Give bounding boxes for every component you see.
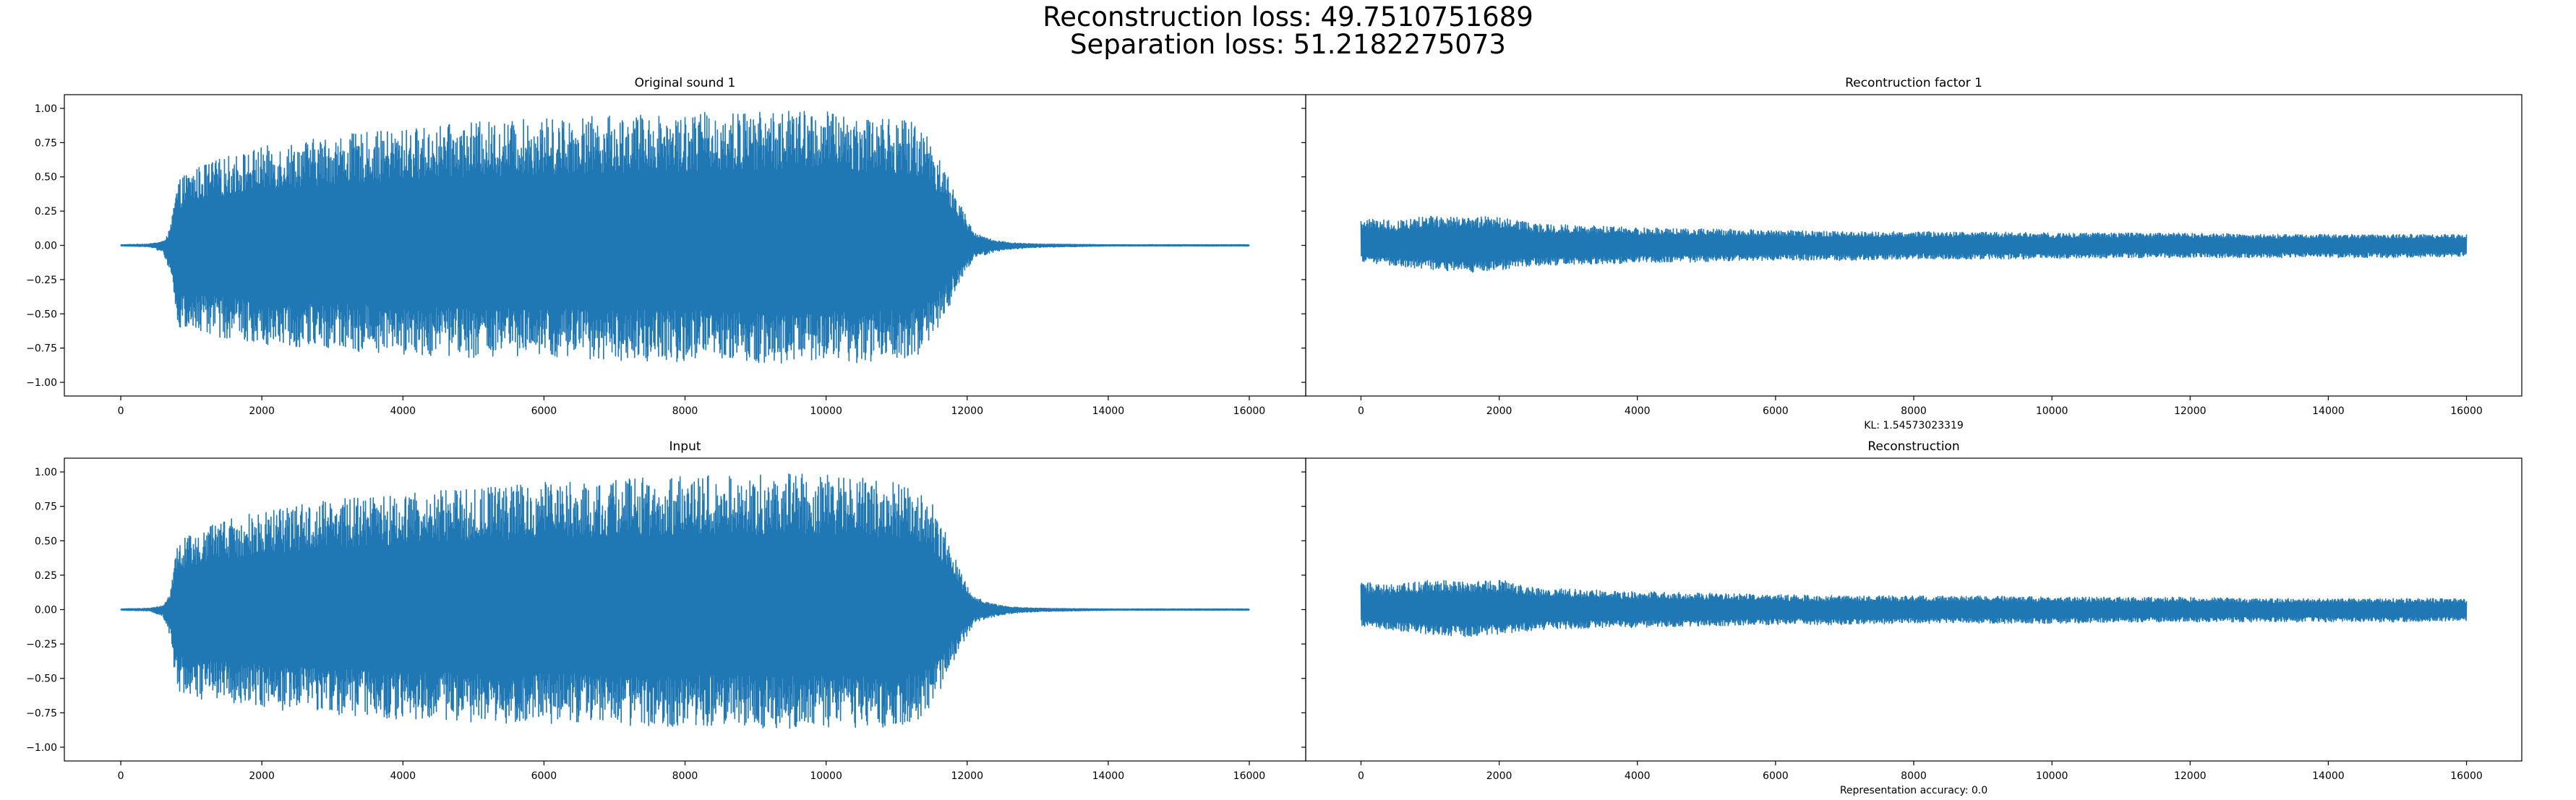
y-tick-label-original-sound-7: −0.75 (26, 343, 57, 355)
chart-title-original-sound: Original sound 1 (635, 76, 736, 90)
x-tick-label-reconstruction-8: 16000 (2450, 770, 2483, 782)
y-tick-label-input-6: −0.50 (26, 674, 57, 685)
y-tick-label-original-sound-1: 0.75 (35, 137, 57, 149)
x-tick-label-input-0: 0 (118, 770, 124, 782)
x-tick-label-recontruction-factor-5: 10000 (2036, 405, 2068, 417)
x-tick-label-original-sound-0: 0 (118, 405, 124, 417)
x-tick-label-reconstruction-5: 10000 (2036, 770, 2068, 782)
x-tick-label-original-sound-7: 14000 (1092, 405, 1125, 417)
x-tick-label-recontruction-factor-4: 8000 (1901, 405, 1927, 417)
x-tick-label-reconstruction-4: 8000 (1901, 770, 1927, 782)
y-tick-label-original-sound-5: −0.25 (26, 275, 57, 286)
series-line-input (120, 473, 1250, 729)
y-tick-label-original-sound-2: 0.50 (35, 172, 57, 184)
y-tick-label-input-4: 0.00 (35, 605, 57, 616)
x-tick-label-input-7: 14000 (1092, 770, 1125, 782)
x-tick-label-input-8: 16000 (1233, 770, 1266, 782)
x-tick-label-reconstruction-2: 4000 (1625, 770, 1651, 782)
chart-title-recontruction-factor: Recontruction factor 1 (1845, 76, 1982, 90)
x-tick-label-original-sound-3: 6000 (531, 405, 557, 417)
x-tick-label-recontruction-factor-1: 2000 (1486, 405, 1512, 417)
x-tick-label-reconstruction-6: 12000 (2174, 770, 2207, 782)
y-tick-label-input-2: 0.50 (35, 536, 57, 547)
x-tick-label-original-sound-2: 4000 (390, 405, 416, 417)
x-tick-label-reconstruction-0: 0 (1358, 770, 1364, 782)
chart-title-input: Input (669, 439, 701, 454)
y-tick-label-original-sound-8: −1.00 (26, 377, 57, 389)
x-tick-label-original-sound-4: 8000 (672, 405, 698, 417)
subplot-original-sound: Original sound 1 0 2000 4000 6000 8000 10000 12… (26, 76, 1306, 417)
x-tick-label-input-1: 2000 (249, 770, 275, 782)
x-tick-label-original-sound-1: 2000 (249, 405, 275, 417)
x-tick-label-original-sound-8: 16000 (1233, 405, 1266, 417)
subplot-recontruction-factor: Recontruction factor 1 0 2000 4000 6000 8000 1… (1301, 76, 2522, 431)
y-tick-label-input-5: −0.25 (26, 639, 57, 650)
x-tick-label-input-6: 12000 (951, 770, 983, 782)
suptitle-reconstruction-loss: Reconstruction loss: 49.7510751689 (1043, 1, 1533, 33)
series-line-recontruction-factor (1360, 215, 2468, 273)
x-tick-label-recontruction-factor-6: 12000 (2174, 405, 2207, 417)
y-tick-label-input-3: 0.25 (35, 570, 57, 582)
y-tick-label-input-1: 0.75 (35, 502, 57, 513)
x-tick-label-input-2: 4000 (390, 770, 416, 782)
x-tick-label-input-3: 6000 (531, 770, 557, 782)
y-tick-label-original-sound-4: 0.00 (35, 241, 57, 252)
x-tick-label-original-sound-6: 12000 (951, 405, 983, 417)
y-tick-label-original-sound-6: −0.50 (26, 309, 57, 320)
y-tick-label-input-8: −1.00 (26, 742, 57, 754)
x-tick-label-reconstruction-7: 14000 (2312, 770, 2345, 782)
x-tick-label-reconstruction-3: 6000 (1763, 770, 1789, 782)
x-axis-label-reconstruction: Representation accuracy: 0.0 (1840, 785, 1987, 796)
series-line-original-sound (120, 111, 1250, 364)
suptitle-separation-loss: Separation loss: 51.2182275073 (1070, 29, 1506, 60)
x-tick-label-recontruction-factor-0: 0 (1358, 405, 1364, 417)
x-axis-label-recontruction-factor: KL: 1.54573023319 (1864, 420, 1963, 431)
x-tick-label-recontruction-factor-7: 14000 (2312, 405, 2345, 417)
chart-title-reconstruction: Reconstruction (1867, 439, 1959, 454)
y-tick-label-input-7: −0.75 (26, 707, 57, 719)
x-tick-label-recontruction-factor-3: 6000 (1763, 405, 1789, 417)
y-tick-label-original-sound-0: 1.00 (35, 103, 57, 115)
x-tick-label-reconstruction-1: 2000 (1486, 770, 1512, 782)
x-tick-label-recontruction-factor-2: 4000 (1625, 405, 1651, 417)
series-line-reconstruction (1360, 580, 2468, 637)
subplot-reconstruction: Reconstruction 0 2000 4000 6000 8000 10000 1200… (1301, 439, 2522, 796)
y-tick-label-original-sound-3: 0.25 (35, 206, 57, 218)
x-tick-label-recontruction-factor-8: 16000 (2450, 405, 2483, 417)
y-tick-label-input-0: 1.00 (35, 467, 57, 478)
x-tick-label-input-5: 10000 (810, 770, 842, 782)
subplot-input: Input 0 2000 4000 6000 8000 10000 12000 14000 160… (26, 439, 1306, 782)
x-tick-label-input-4: 8000 (672, 770, 698, 782)
x-tick-label-original-sound-5: 10000 (810, 405, 842, 417)
